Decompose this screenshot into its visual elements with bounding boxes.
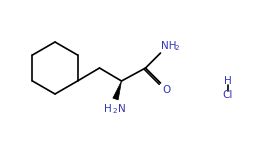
- Text: NH: NH: [161, 41, 176, 51]
- Polygon shape: [113, 81, 121, 100]
- Text: H: H: [224, 76, 232, 86]
- Text: H: H: [104, 104, 112, 114]
- Text: Cl: Cl: [223, 90, 233, 100]
- Text: O: O: [162, 85, 171, 95]
- Text: $_2$: $_2$: [173, 43, 179, 53]
- Text: $_2$N: $_2$N: [112, 102, 125, 116]
